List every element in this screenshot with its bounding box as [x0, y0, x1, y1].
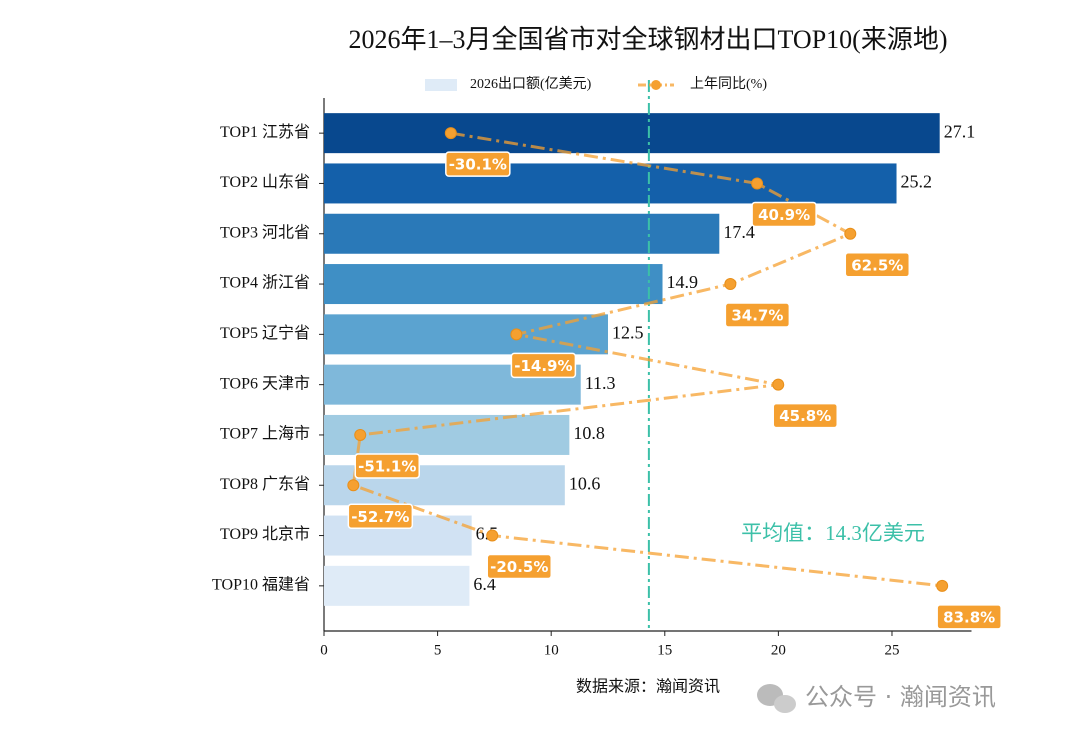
- y-tick-label: TOP7 上海市: [220, 425, 310, 443]
- bar-value-label: 11.3: [585, 373, 616, 393]
- yoy-label-text: -52.7%: [351, 508, 409, 526]
- yoy-label: -30.1%: [445, 151, 511, 177]
- bar-value-label: 14.9: [667, 272, 699, 292]
- y-tick-label: TOP1 江苏省: [220, 123, 310, 141]
- yoy-marker: [510, 328, 523, 341]
- yoy-marker: [936, 579, 949, 592]
- yoy-label-box: [445, 151, 511, 177]
- x-tick-label: 20: [771, 642, 786, 658]
- yoy-label: 62.5%: [844, 252, 911, 278]
- y-tick-label: TOP5 辽宁省: [220, 324, 310, 342]
- yoy-label-box: [724, 302, 791, 328]
- yoy-label: -51.1%: [354, 453, 420, 479]
- bar: [324, 113, 940, 154]
- yoy-label-text: -30.1%: [449, 156, 507, 174]
- yoy-label: 34.7%: [724, 302, 791, 328]
- x-tick-label: 15: [657, 642, 672, 658]
- yoy-label-text: 34.7%: [731, 307, 783, 325]
- x-tick-label: 0: [320, 642, 328, 658]
- bar-value-label: 10.8: [573, 423, 605, 443]
- yoy-marker: [354, 428, 367, 441]
- legend-marker: [651, 80, 661, 90]
- yoy-label-box: [936, 604, 1002, 630]
- bar: [324, 314, 608, 355]
- chart-title: 2026年1–3月全国省市对全球钢材出口TOP10(来源地): [349, 25, 948, 54]
- yoy-label-text: 83.8%: [943, 608, 995, 626]
- x-tick-label: 25: [884, 642, 899, 658]
- source-note: 数据来源：瀚闻资讯: [576, 678, 720, 696]
- yoy-label: 83.8%: [936, 604, 1002, 630]
- bar-value-label: 17.4: [723, 222, 755, 242]
- bar: [324, 264, 663, 305]
- yoy-label-text: -14.9%: [514, 357, 572, 375]
- watermark: 公众号 · 瀚闻资讯: [805, 683, 996, 711]
- yoy-label-text: 40.9%: [758, 206, 810, 224]
- yoy-label-box: [751, 201, 817, 228]
- bar-value-label: 12.5: [612, 322, 644, 342]
- yoy-label-box: [354, 453, 420, 479]
- y-tick-label: TOP6 天津市: [220, 374, 310, 392]
- y-tick-label: TOP2 山东省: [220, 173, 310, 191]
- yoy-label: -14.9%: [510, 352, 577, 379]
- bar-value-label: 27.1: [944, 121, 976, 141]
- yoy-marker: [486, 529, 499, 542]
- x-tick-label: 10: [544, 642, 559, 658]
- yoy-label-box: [844, 252, 911, 278]
- yoy-label: 45.8%: [772, 402, 838, 429]
- y-tick-label: TOP8 广东省: [220, 475, 310, 493]
- yoy-label: -52.7%: [347, 503, 414, 529]
- yoy-label-text: -51.1%: [358, 457, 416, 475]
- bar-value-label: 10.6: [569, 473, 601, 493]
- yoy-label-text: -20.5%: [490, 558, 548, 576]
- y-tick-label: TOP4 浙江省: [220, 274, 310, 292]
- yoy-marker: [444, 127, 457, 140]
- yoy-marker: [347, 479, 360, 492]
- bar: [324, 213, 720, 254]
- y-tick-label: TOP9 北京市: [220, 525, 310, 543]
- legend-label: 上年同比(%): [690, 76, 767, 92]
- watermark-icon: [757, 684, 796, 713]
- y-tick-label: TOP10 福建省: [212, 576, 310, 594]
- yoy-marker: [751, 177, 764, 190]
- yoy-marker: [772, 378, 785, 391]
- yoy-label: -20.5%: [486, 553, 552, 580]
- yoy-label-text: 62.5%: [851, 256, 903, 274]
- yoy-label-text: 45.8%: [779, 407, 831, 425]
- yoy-marker: [724, 278, 737, 291]
- y-tick-label: TOP3 河北省: [220, 223, 310, 241]
- legend-swatch: [425, 79, 457, 91]
- yoy-label: 40.9%: [751, 201, 817, 228]
- yoy-label-box: [510, 352, 577, 379]
- bar: [324, 163, 897, 204]
- average-label: 平均值：14.3亿美元: [741, 521, 925, 545]
- legend-label: 2026出口额(亿美元): [470, 76, 592, 92]
- yoy-label-box: [772, 402, 838, 429]
- bar: [324, 565, 470, 606]
- yoy-label-box: [486, 553, 552, 580]
- yoy-marker: [844, 227, 857, 240]
- yoy-label-box: [347, 503, 414, 529]
- bar-value-label: 25.2: [901, 172, 933, 192]
- x-tick-label: 5: [434, 642, 442, 658]
